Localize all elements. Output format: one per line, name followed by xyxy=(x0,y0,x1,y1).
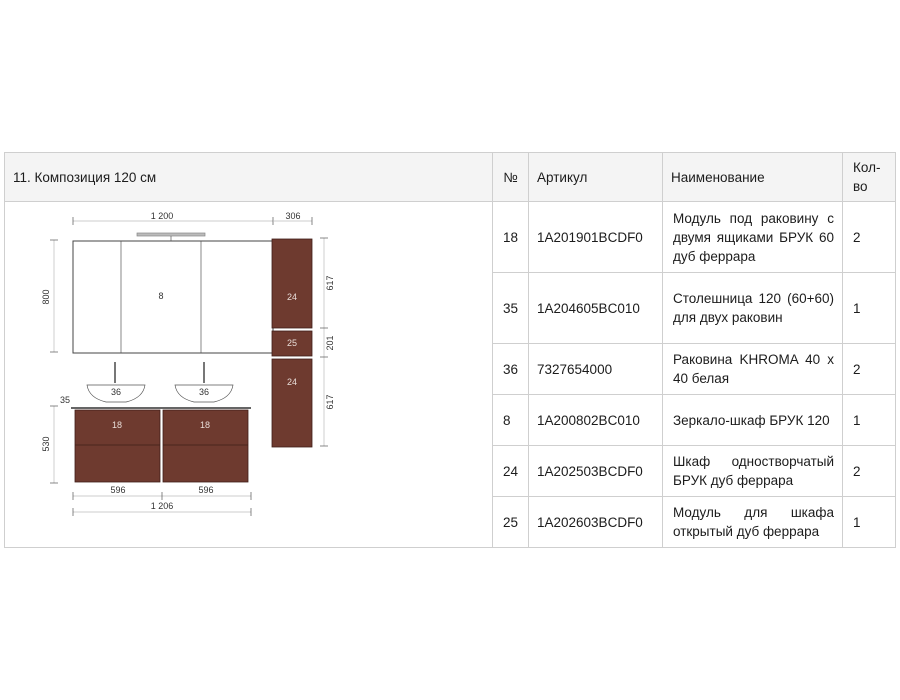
row-num: 25 xyxy=(492,496,529,548)
row-article: 7327654000 xyxy=(528,343,663,395)
label-mirror: 8 xyxy=(158,291,163,301)
row-qty: 1 xyxy=(842,394,896,446)
row-num: 24 xyxy=(492,445,529,497)
label-cabinet-bottom: 24 xyxy=(287,377,297,387)
row-num: 35 xyxy=(492,272,529,344)
row-name: Модуль для шкафа открытый дуб феррара xyxy=(662,496,843,548)
label-cabinet-top: 24 xyxy=(287,292,297,302)
table-row: 1 200 306 800 617 201 617 35 530 596 596… xyxy=(4,201,896,548)
composition-title: 11. Композиция 120 см xyxy=(4,152,493,202)
dim-open-module: 201 xyxy=(325,335,335,350)
dim-width-top: 1 200 xyxy=(151,211,174,221)
row-name: Модуль под раковину с двумя ящиками БРУК… xyxy=(662,201,843,273)
column-header-name: Наименование xyxy=(662,152,843,202)
row-article: 1A202603BCDF0 xyxy=(528,496,663,548)
label-vanity-right: 18 xyxy=(200,420,210,430)
table-header-row: 11. Композиция 120 см № Артикул Наименов… xyxy=(4,152,896,202)
composition-table: 11. Композиция 120 см № Артикул Наименов… xyxy=(4,152,896,548)
row-article: 1A201901BCDF0 xyxy=(528,201,663,273)
dim-module-left: 596 xyxy=(110,485,125,495)
dim-height-mirror: 800 xyxy=(41,289,51,304)
label-open-module: 25 xyxy=(287,338,297,348)
row-article: 1A202503BCDF0 xyxy=(528,445,663,497)
row-name: Зеркало-шкаф БРУК 120 xyxy=(662,394,843,446)
row-num: 8 xyxy=(492,394,529,446)
label-sink-left: 36 xyxy=(111,387,121,397)
drawing-cell: 1 200 306 800 617 201 617 35 530 596 596… xyxy=(4,201,493,548)
row-num: 36 xyxy=(492,343,529,395)
dim-module-right: 596 xyxy=(198,485,213,495)
composition-drawing: 1 200 306 800 617 201 617 35 530 596 596… xyxy=(41,211,335,516)
row-qty: 1 xyxy=(842,496,896,548)
table-row: 8 1A200802BC010 Зеркало-шкаф БРУК 120 1 xyxy=(5,394,896,446)
dim-vanity-height: 530 xyxy=(41,436,51,451)
row-name: Шкаф одностворчатый БРУК дуб феррара xyxy=(662,445,843,497)
dim-column-width: 306 xyxy=(285,211,300,221)
label-vanity-left: 18 xyxy=(112,420,122,430)
row-qty: 2 xyxy=(842,343,896,395)
dim-cabinet-bottom: 617 xyxy=(325,394,335,409)
row-qty: 2 xyxy=(842,445,896,497)
dim-countertop: 35 xyxy=(60,395,70,405)
row-name: Столешница 120 (60+60) для двух раковин xyxy=(662,272,843,344)
label-sink-right: 36 xyxy=(199,387,209,397)
table-row: 36 7327654000 Раковина KHROMA 40 x 40 бе… xyxy=(5,343,896,395)
row-article: 1A204605BC010 xyxy=(528,272,663,344)
row-name: Раковина KHROMA 40 x 40 белая xyxy=(662,343,843,395)
column-header-article: Артикул xyxy=(528,152,663,202)
table-row: 35 1A204605BC010 Столешница 120 (60+60) … xyxy=(5,272,896,344)
column-header-num: № xyxy=(492,152,529,202)
table-row: 24 1A202503BCDF0 Шкаф одностворчатый БРУ… xyxy=(5,445,896,497)
row-qty: 2 xyxy=(842,201,896,273)
row-num: 18 xyxy=(492,201,529,273)
dim-width-total: 1 206 xyxy=(151,501,174,511)
dim-cabinet-top: 617 xyxy=(325,275,335,290)
table-row: 25 1A202603BCDF0 Модуль для шкафа открыт… xyxy=(5,496,896,548)
column-header-qty: Кол-во xyxy=(842,152,896,202)
row-qty: 1 xyxy=(842,272,896,344)
row-article: 1A200802BC010 xyxy=(528,394,663,446)
